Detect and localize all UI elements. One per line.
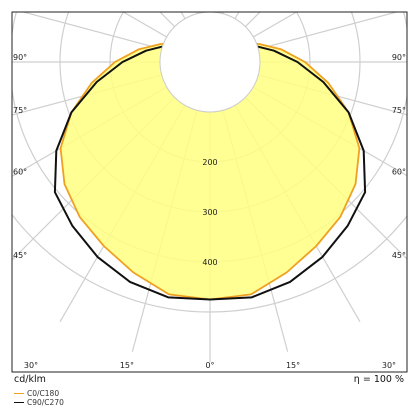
legend-item-c90: C90/C270 <box>14 398 64 407</box>
angle-label-left: 45° <box>13 251 27 260</box>
unit-label: cd/klm <box>14 374 46 385</box>
angle-label-right: 45° <box>392 251 406 260</box>
efficiency-label: η = 100 % <box>353 374 404 385</box>
angle-label-left: 90° <box>13 53 27 62</box>
angle-label-left: 60° <box>13 167 27 176</box>
legend-item-c0: C0/C180 <box>14 389 59 398</box>
angle-label-bottom: 30° <box>382 361 396 370</box>
plot-frame <box>11 11 408 373</box>
legend-swatch-c90 <box>14 402 24 403</box>
center-mask <box>159 11 261 113</box>
angle-label-bottom: 0° <box>205 361 214 370</box>
angle-label-right: 75° <box>392 106 406 115</box>
legend-label-c90: C90/C270 <box>27 398 64 407</box>
angle-label-bottom: 30° <box>24 361 38 370</box>
angle-label-bottom: 15° <box>120 361 134 370</box>
legend-swatch-c0 <box>14 393 24 394</box>
radial-tick-label: 400 <box>202 258 217 267</box>
angle-label-right: 60° <box>392 167 406 176</box>
angle-label-left: 75° <box>13 106 27 115</box>
radial-tick-label: 200 <box>202 158 217 167</box>
legend-label-c0: C0/C180 <box>27 389 60 398</box>
angle-label-bottom: 15° <box>286 361 300 370</box>
angle-label-right: 90° <box>392 53 406 62</box>
radial-tick-label: 300 <box>202 208 217 217</box>
tick-labels: 200 300 400 90° 90° 75° 75° 60° 60° 45° 45° 30° 15° 0… <box>13 53 406 370</box>
